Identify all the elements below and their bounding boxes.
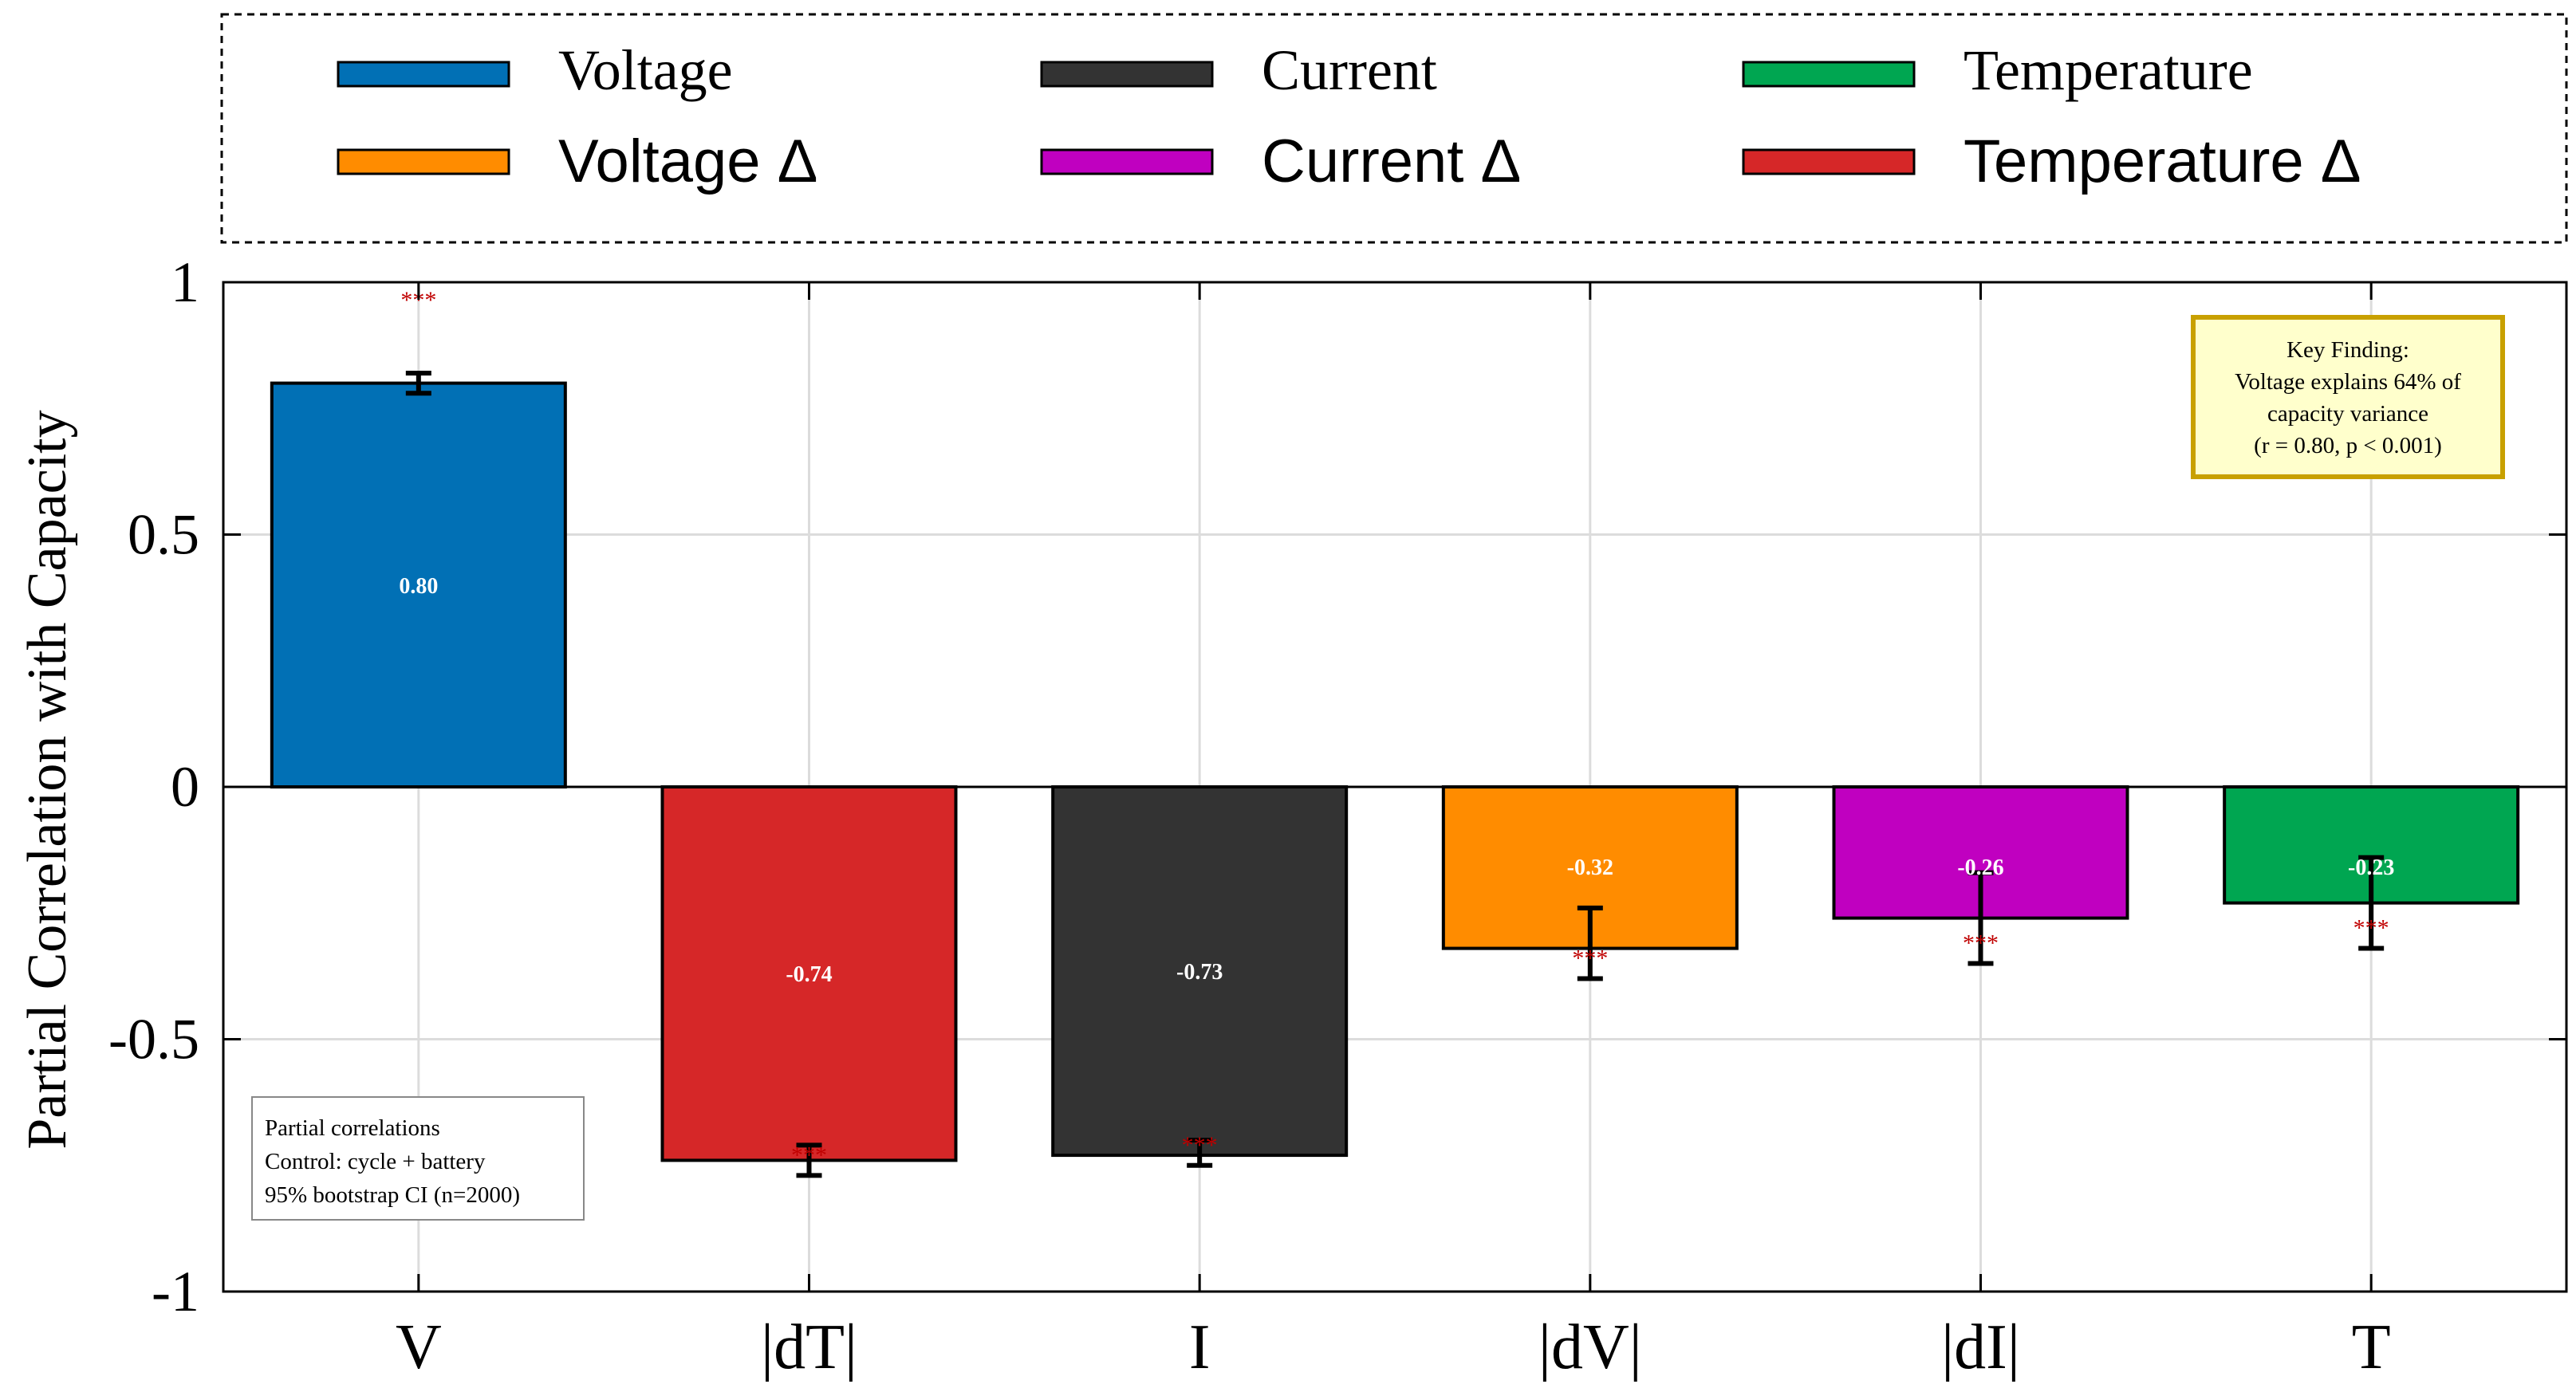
legend-label-current: Current: [1262, 38, 1437, 102]
value-label-2: -0.73: [1176, 960, 1223, 985]
key-finding-box: Key Finding: Voltage explains 64% of cap…: [2191, 315, 2505, 479]
value-label-3: -0.32: [1567, 855, 1613, 880]
bar-1: [660, 785, 958, 1162]
y-tick-label-0: 1: [171, 250, 199, 314]
legend-item-voltage: Voltage: [337, 38, 733, 102]
significance-mark-5: ***: [2353, 915, 2389, 942]
legend-item-temperature-delta: Temperature Δ: [1742, 128, 2361, 195]
value-label-4: -0.26: [1957, 855, 2003, 880]
axis-ticks: [223, 281, 2566, 1293]
x-tick-label-5: T: [2352, 1312, 2391, 1382]
legend-swatch-current: [1040, 61, 1214, 88]
x-tick-labels: V |dT| I |dV| |dI| T: [396, 1312, 2391, 1382]
x-tick-label-4: |dI|: [1941, 1312, 2020, 1382]
significance-mark-3: ***: [1572, 946, 1608, 972]
key-finding-line-3: capacity variance: [2267, 401, 2428, 427]
note-box: Partial correlations Control: cycle + ba…: [251, 1096, 585, 1221]
key-finding-line-1: Key Finding:: [2286, 337, 2409, 363]
legend-swatch-voltage: [337, 61, 510, 88]
legend-frame: [220, 13, 2568, 244]
x-tick-label-3: |dV|: [1538, 1312, 1642, 1382]
legend-item-current: Current: [1040, 38, 1437, 102]
value-labels: 0.80 -0.74 -0.73 -0.32 -0.26 -0.23: [399, 574, 2394, 987]
bar-0: [270, 381, 567, 788]
key-finding-line-4: (r = 0.80, p < 0.001): [2254, 433, 2442, 458]
legend-item-current-delta: Current Δ: [1040, 128, 1521, 195]
note-line-3: 95% bootstrap CI (n=2000): [265, 1182, 520, 1208]
legend-item-voltage-delta: Voltage Δ: [337, 128, 817, 195]
key-finding-frame: [2191, 315, 2505, 479]
plot-area: 0.80 -0.74 -0.73 -0.32 -0.26 -0.23 *** *** *** *…: [108, 250, 2568, 1382]
note-line-1: Partial correlations: [265, 1115, 440, 1141]
note-box-frame: [251, 1096, 585, 1221]
value-label-0: 0.80: [399, 574, 438, 599]
y-tick-label-3: -0.5: [108, 1008, 199, 1072]
y-tick-label-2: 0: [171, 755, 199, 819]
significance-mark-2: ***: [1182, 1132, 1218, 1158]
x-tick-label-0: V: [396, 1312, 442, 1382]
value-label-5: -0.23: [2348, 855, 2394, 880]
y-axis-label: Partial Correlation with Capacity: [17, 410, 78, 1149]
significance-mark-1: ***: [791, 1142, 827, 1168]
legend-swatch-current-delta: [1040, 148, 1214, 175]
legend-label-temperature: Temperature: [1964, 38, 2253, 102]
x-tick-label-2: I: [1189, 1312, 1211, 1382]
legend-label-voltage-delta: Voltage Δ: [558, 128, 817, 195]
significance-marks: ****** ************: [400, 287, 2389, 1168]
error-bars: [405, 370, 2385, 1178]
y-tick-label-4: -1: [152, 1260, 199, 1323]
significance-mark-4: ***: [1963, 930, 1999, 957]
legend-label-current-delta: Current Δ: [1262, 128, 1521, 195]
legend-swatch-voltage-delta: [337, 148, 510, 175]
value-label-1: -0.74: [786, 962, 832, 987]
legend-label-voltage: Voltage: [558, 38, 733, 102]
legend-label-temperature-delta: Temperature Δ: [1964, 128, 2361, 195]
x-tick-label-1: |dT|: [761, 1312, 857, 1382]
legend-swatch-temperature: [1742, 61, 1916, 88]
note-line-2: Control: cycle + battery: [265, 1149, 486, 1174]
legend-item-temperature: Temperature: [1742, 38, 2253, 102]
bars: [270, 381, 2520, 1162]
legend-swatch-temperature-delta: [1742, 148, 1916, 175]
y-tick-labels: 1 0.5 0 -0.5 -1: [108, 250, 199, 1323]
key-finding-line-2: Voltage explains 64% of: [2235, 369, 2461, 395]
legend: Voltage Current Temperature Voltage Δ Cu…: [220, 13, 2568, 244]
y-tick-label-1: 0.5: [128, 503, 199, 567]
